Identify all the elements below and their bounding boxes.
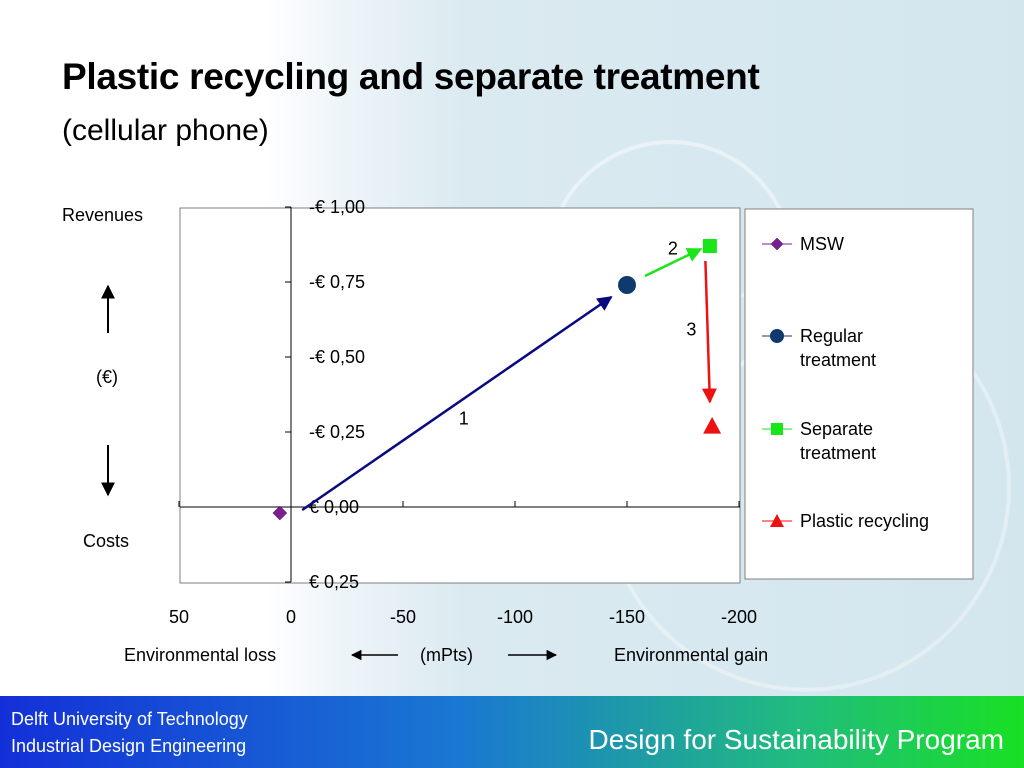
x-left-label: Environmental loss <box>124 645 276 665</box>
chart: € 0,25 € 0,00 -€ 0,25 -€ 0,50 -€ 0,75 -€ 1,00… <box>101 197 974 665</box>
costs-label: Costs <box>83 531 130 551</box>
revenues-label: Revenues <box>62 205 144 225</box>
y-tick-label: -€ 1,00 <box>309 197 365 217</box>
plot-area <box>179 207 741 584</box>
legend-marker-triangle <box>770 514 784 527</box>
x-tick-label: -50 <box>390 607 416 627</box>
arrow-label-2: 2 <box>668 239 678 259</box>
y-tick-label: -€ 0,75 <box>309 272 365 292</box>
footer-bar <box>0 696 1024 768</box>
y-tick-label: -€ 0,50 <box>309 347 365 367</box>
legend-label: Plastic recycling <box>800 511 929 531</box>
legend-label: Regular treatment <box>800 326 876 370</box>
x-tick-label: -200 <box>721 607 757 627</box>
arrow-1 <box>301 295 613 512</box>
slide-subtitle: (cellular phone) <box>62 114 269 147</box>
footer-org-line1: Delft University of Technology <box>11 709 248 729</box>
y-tick-label: -€ 0,25 <box>309 422 365 442</box>
x-tick-label: -100 <box>497 607 533 627</box>
legend-marker-circle <box>770 329 784 343</box>
footer-org-line2: Industrial Design Engineering <box>11 736 247 756</box>
circle-data-point <box>618 276 636 294</box>
legend-marker-diamond <box>770 237 784 251</box>
legend-marker-square <box>771 423 783 435</box>
legend-box <box>744 208 974 580</box>
slide-title: Plastic recycling and separate treatment <box>62 56 760 97</box>
triangle-data-point <box>703 417 722 434</box>
x-tick-label: 0 <box>286 607 296 627</box>
legend-label: Separate treatment <box>800 419 876 463</box>
x-tick-label: 50 <box>169 607 189 627</box>
footer-program: Design for Sustainability Program <box>588 724 1004 755</box>
diamond-data-point <box>272 505 288 521</box>
y-tick-label: € 0,00 <box>309 497 359 517</box>
x-tick-label: -150 <box>609 607 645 627</box>
y-tick-label: € 0,25 <box>309 572 359 592</box>
arrow-label-1: 1 <box>459 409 469 429</box>
arrow-label-3: 3 <box>686 320 696 340</box>
currency-label: (€) <box>96 367 118 387</box>
x-unit-label: (mPts) <box>420 645 473 665</box>
square-data-point <box>702 239 717 253</box>
arrow-3 <box>701 260 717 404</box>
arrow-2 <box>644 247 703 278</box>
x-right-label: Environmental gain <box>614 645 768 665</box>
legend-label: MSW <box>800 234 844 254</box>
